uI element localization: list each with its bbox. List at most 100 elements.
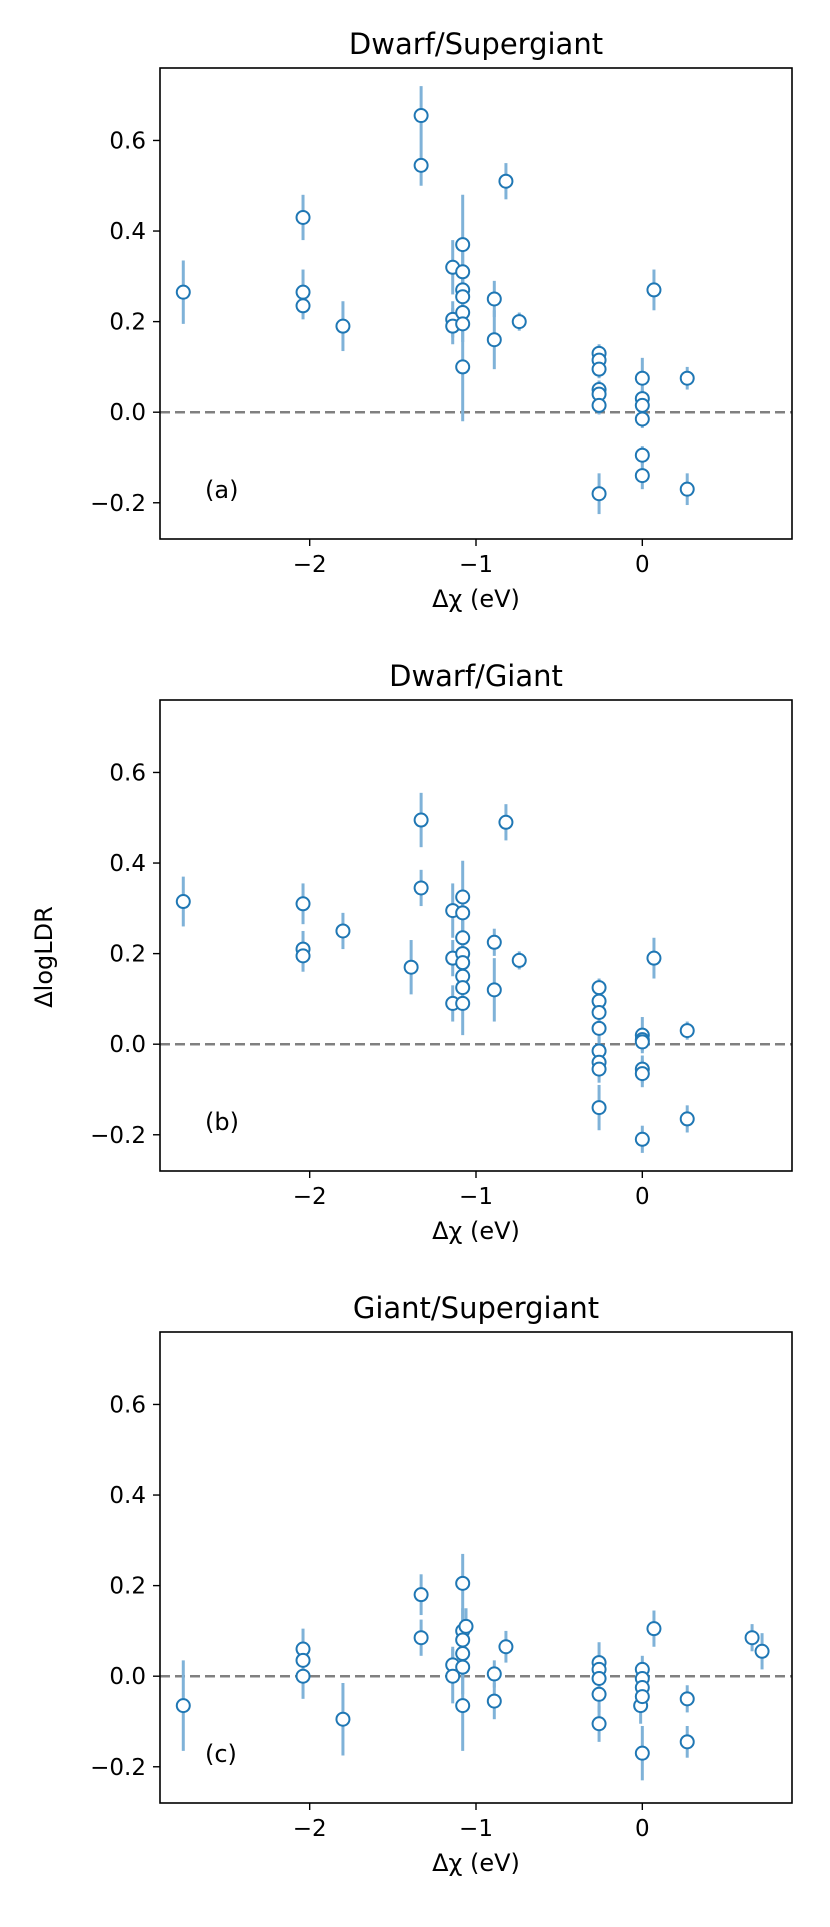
data-point bbox=[498, 173, 514, 189]
x-tick-label: 0 bbox=[635, 1184, 650, 1210]
data-point bbox=[634, 1689, 650, 1705]
data-point bbox=[646, 950, 662, 966]
data-point bbox=[455, 930, 471, 946]
data-point bbox=[335, 1711, 351, 1727]
chart-title: Dwarf/Supergiant bbox=[349, 27, 603, 61]
data-point bbox=[403, 959, 419, 975]
data-point bbox=[455, 995, 471, 1011]
x-tick-label: 0 bbox=[635, 552, 650, 578]
data-point bbox=[591, 361, 607, 377]
data-point bbox=[455, 1659, 471, 1675]
data-point bbox=[498, 814, 514, 830]
data-point bbox=[486, 291, 502, 307]
data-point bbox=[486, 982, 502, 998]
chart-title: Giant/Supergiant bbox=[353, 1291, 599, 1325]
data-point bbox=[486, 934, 502, 950]
data-point bbox=[511, 952, 527, 968]
data-point bbox=[591, 1686, 607, 1702]
data-point bbox=[335, 923, 351, 939]
data-point bbox=[413, 108, 429, 124]
data-point bbox=[455, 359, 471, 375]
data-point bbox=[455, 264, 471, 280]
chart-title: Dwarf/Giant bbox=[389, 659, 563, 693]
chart-panel-c: Giant/Supergiant −2 −1 0 −0.2 0.0 0.2 0.4 0.6 Δχ … bbox=[90, 1291, 793, 1877]
data-point bbox=[486, 332, 502, 348]
data-point bbox=[455, 889, 471, 905]
data-point bbox=[634, 1745, 650, 1761]
data-point bbox=[455, 1698, 471, 1714]
x-tick-label: −1 bbox=[459, 1816, 493, 1842]
y-tick-label: 0.0 bbox=[109, 400, 146, 426]
panel-label: (c) bbox=[205, 1740, 237, 1768]
y-axis-label: ΔlogLDR bbox=[30, 906, 58, 1008]
data-point bbox=[295, 896, 311, 912]
y-tick-label: 0.6 bbox=[109, 1392, 146, 1418]
x-axis-label: Δχ (eV) bbox=[432, 1849, 520, 1877]
data-point bbox=[295, 298, 311, 314]
panel-label: (a) bbox=[205, 476, 238, 504]
data-point bbox=[634, 397, 650, 413]
x-tick-label: −2 bbox=[293, 1816, 327, 1842]
data-point bbox=[679, 1734, 695, 1750]
data-point bbox=[295, 1652, 311, 1668]
y-tick-label: 0.0 bbox=[109, 1664, 146, 1690]
data-point bbox=[679, 481, 695, 497]
data-point bbox=[591, 1716, 607, 1732]
data-point bbox=[413, 880, 429, 896]
data-point bbox=[646, 1621, 662, 1637]
y-tick-label: 0.0 bbox=[109, 1032, 146, 1058]
y-tick-label: 0.4 bbox=[109, 1483, 146, 1509]
data-point bbox=[679, 370, 695, 386]
data-point bbox=[634, 1066, 650, 1082]
data-point bbox=[458, 1618, 474, 1634]
data-point bbox=[455, 980, 471, 996]
data-point bbox=[486, 1666, 502, 1682]
data-point bbox=[591, 1020, 607, 1036]
data-point bbox=[175, 1698, 191, 1714]
x-tick-label: −1 bbox=[459, 1184, 493, 1210]
x-tick-label: −2 bbox=[293, 1184, 327, 1210]
y-tick-label: 0.2 bbox=[109, 1574, 146, 1600]
data-point bbox=[455, 289, 471, 305]
chart-panel-b: Dwarf/Giant −2 −1 0 −0.2 0.0 0.2 0.4 0.6 Δχ (eV) (… bbox=[90, 659, 793, 1245]
data-point bbox=[634, 370, 650, 386]
y-tick-label: 0.6 bbox=[109, 760, 146, 786]
data-point bbox=[413, 157, 429, 173]
data-point bbox=[591, 1670, 607, 1686]
data-point bbox=[591, 1100, 607, 1116]
panel-label: (b) bbox=[205, 1108, 239, 1136]
data-point bbox=[591, 397, 607, 413]
data-point bbox=[646, 282, 662, 298]
x-tick-label: 0 bbox=[635, 1816, 650, 1842]
data-point bbox=[413, 1587, 429, 1603]
data-point bbox=[175, 894, 191, 910]
data-point bbox=[455, 1632, 471, 1648]
plot-frame bbox=[159, 1331, 793, 1804]
data-point bbox=[591, 1061, 607, 1077]
data-point bbox=[744, 1630, 760, 1646]
data-point bbox=[634, 468, 650, 484]
x-tick-label: −2 bbox=[293, 552, 327, 578]
data-point bbox=[679, 1111, 695, 1127]
data-point bbox=[455, 237, 471, 253]
data-point bbox=[295, 1668, 311, 1684]
data-point bbox=[591, 1004, 607, 1020]
x-axis-label: Δχ (eV) bbox=[432, 1217, 520, 1245]
data-point bbox=[455, 905, 471, 921]
data-point bbox=[455, 1575, 471, 1591]
chart-panel-a: Dwarf/Supergiant −2 −1 0 −0.2 0.0 0.2 0.4 0.6 Δχ … bbox=[90, 27, 793, 613]
data-point bbox=[295, 209, 311, 225]
data-point bbox=[413, 1630, 429, 1646]
data-point bbox=[486, 1693, 502, 1709]
plot-frame bbox=[159, 699, 793, 1172]
plot-frame bbox=[159, 67, 793, 540]
data-point bbox=[445, 1668, 461, 1684]
data-point bbox=[679, 1691, 695, 1707]
data-point bbox=[679, 1023, 695, 1039]
x-axis-label: Δχ (eV) bbox=[432, 585, 520, 613]
y-tick-label: 0.2 bbox=[109, 310, 146, 336]
data-point bbox=[511, 314, 527, 330]
data-point bbox=[634, 411, 650, 427]
x-tick-label: −1 bbox=[459, 552, 493, 578]
